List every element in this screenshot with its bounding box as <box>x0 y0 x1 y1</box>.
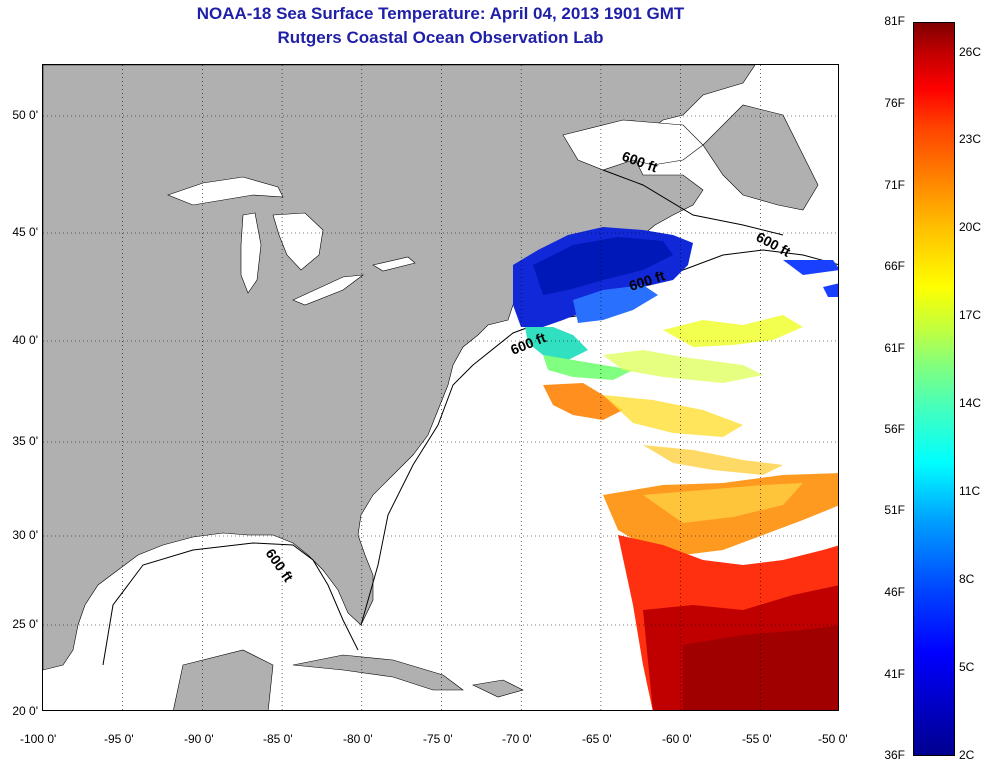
sst-blue-east2 <box>823 283 838 297</box>
land-yucatan <box>173 649 274 710</box>
colorbar <box>913 22 955 756</box>
lon-label-100: -100 0' <box>20 732 57 746</box>
lat-label-35: 35 0' <box>12 434 38 448</box>
cb-label-20c: 20C <box>959 220 982 234</box>
cb-label-5c: 5C <box>959 660 975 674</box>
cb-label-36f: 36F <box>884 748 905 762</box>
sst-cold-deep <box>533 237 673 295</box>
lon-label-75: -75 0' <box>423 732 453 746</box>
sst-yellow-scatter-1 <box>663 315 803 347</box>
lat-label-50: 50 0' <box>12 108 38 122</box>
sst-shelf-mid <box>573 285 658 323</box>
sst-hot-core <box>683 625 838 710</box>
lake-ontario <box>372 256 416 272</box>
sst-yellow-mid <box>603 395 743 437</box>
sst-green-band <box>543 355 633 380</box>
land-north-america <box>43 65 756 671</box>
cb-label-2c: 2C <box>959 748 975 762</box>
sst-map: 600 ft 600 ft 600 ft 600 ft 600 ft <box>43 65 838 710</box>
cb-label-46f: 46F <box>884 585 905 599</box>
map-area[interactable]: 600 ft 600 ft 600 ft 600 ft 600 ft <box>42 64 839 711</box>
cb-label-76f: 76F <box>884 96 905 110</box>
map-title: NOAA-18 Sea Surface Temperature: April 0… <box>42 2 839 50</box>
lon-label-65: -65 0' <box>582 732 612 746</box>
cb-label-14c: 14C <box>959 396 982 410</box>
lat-grid <box>43 115 838 626</box>
lat-label-30: 30 0' <box>12 528 38 542</box>
lon-label-55: -55 0' <box>742 732 772 746</box>
lon-label-95: -95 0' <box>104 732 134 746</box>
sst-yellow-scatter-2 <box>603 350 763 383</box>
cb-label-81f: 81F <box>884 14 905 28</box>
gulf-st-lawrence <box>562 119 704 171</box>
lon-label-85: -85 0' <box>263 732 293 746</box>
sst-cyan-band <box>525 327 588 360</box>
lat-label-45: 45 0' <box>12 225 38 239</box>
lat-label-20: 20 0' <box>12 704 38 718</box>
lake-huron <box>272 212 324 271</box>
title-line-2: Rutgers Coastal Ocean Observation Lab <box>277 28 604 47</box>
cb-label-23c: 23C <box>959 132 982 146</box>
title-line-1: NOAA-18 Sea Surface Temperature: April 0… <box>196 4 685 23</box>
isobath-gulf <box>102 542 359 666</box>
lon-label-50: -50 0' <box>818 732 848 746</box>
lake-superior <box>167 176 284 206</box>
isobath-label-5: 600 ft <box>263 546 297 585</box>
cb-label-11c: 11C <box>959 484 981 498</box>
cb-label-61f: 61F <box>884 341 905 355</box>
lon-label-90: -90 0' <box>184 732 214 746</box>
cb-label-56f: 56F <box>884 422 905 436</box>
lon-label-60: -60 0' <box>662 732 692 746</box>
lat-label-25: 25 0' <box>12 617 38 631</box>
sst-blue-east <box>783 260 838 275</box>
cb-label-8c: 8C <box>959 572 975 586</box>
cb-label-71f: 71F <box>884 178 905 192</box>
colorbar-gradient <box>913 22 955 756</box>
sst-orange-band <box>543 383 623 420</box>
land-hispaniola <box>472 679 524 698</box>
cb-label-51f: 51F <box>884 503 905 517</box>
land-cuba <box>292 654 464 691</box>
cb-label-26c: 26C <box>959 45 982 59</box>
sst-yellow-mid2 <box>643 445 783 475</box>
lon-label-70: -70 0' <box>502 732 532 746</box>
cb-label-17c: 17C <box>959 308 982 322</box>
lat-label-40: 40 0' <box>12 333 38 347</box>
sst-warm-light <box>643 483 803 523</box>
lake-erie <box>292 274 365 306</box>
lon-label-80: -80 0' <box>343 732 373 746</box>
cb-label-66f: 66F <box>884 259 905 273</box>
cb-label-41f: 41F <box>884 667 905 681</box>
isobath-north <box>602 169 784 236</box>
